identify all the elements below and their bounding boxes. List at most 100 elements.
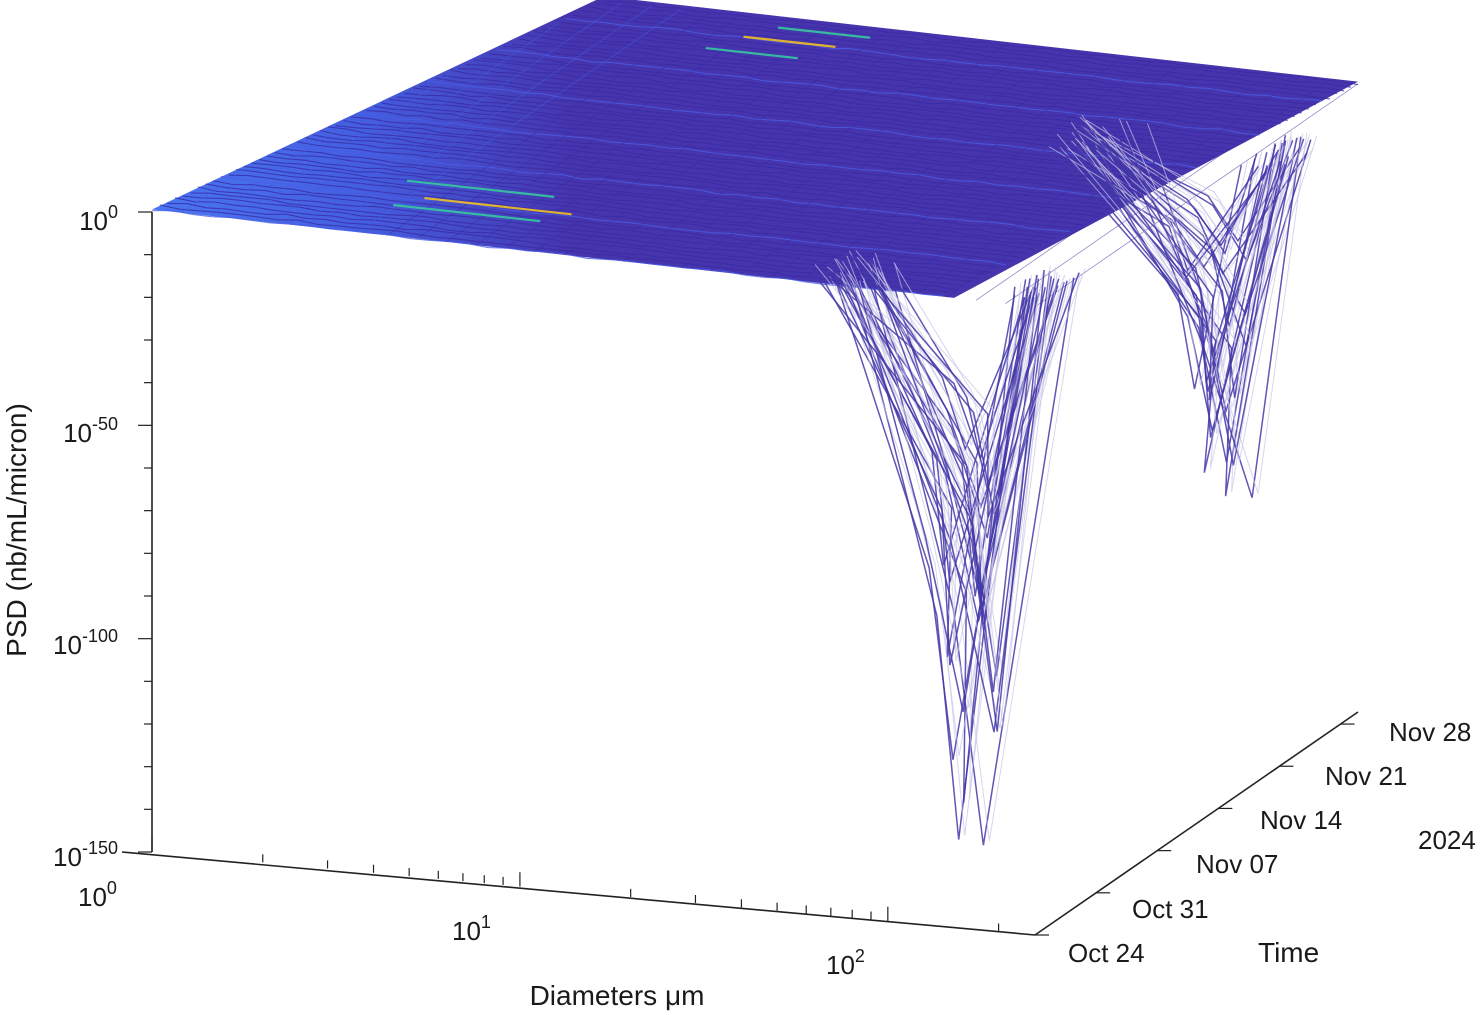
surface-mesh-row (190, 192, 979, 280)
trough-facet (839, 272, 1038, 662)
surface-mesh-row (565, 18, 1323, 102)
trough-facet (877, 271, 1040, 447)
surface-mesh-row (274, 151, 1056, 239)
surface-mesh-col (240, 73, 451, 220)
surface-mesh-col (1005, 80, 1329, 304)
surface-mesh-row (481, 57, 1246, 143)
time-axis-line (1034, 711, 1359, 936)
trough-line (850, 260, 1038, 515)
time-tick-label: Nov 14 (1260, 805, 1342, 835)
surface-mesh-row (289, 144, 1070, 233)
surface-mesh-col (563, 31, 888, 256)
surface-mesh-row (519, 38, 1281, 125)
surface-mesh-row (603, 1, 1359, 86)
axes-frame (121, 212, 1359, 936)
hot-streak (705, 46, 798, 60)
surface-mesh-row (496, 49, 1260, 136)
surface-mesh-row (534, 31, 1295, 118)
surface-mesh-col (710, 47, 1035, 272)
trough-line (1112, 122, 1302, 498)
surface-mesh-row (259, 159, 1042, 246)
surface-mesh-row (312, 134, 1091, 222)
trough-facet (1081, 141, 1287, 379)
surface-mesh-row (381, 102, 1155, 189)
surface-mesh-col (740, 50, 1064, 275)
surface-mesh-col (887, 67, 1212, 291)
surface-mesh-row (320, 130, 1098, 217)
trough-facet (881, 271, 1034, 621)
x-axis-ticks (151, 837, 1000, 932)
z-tick-label: 10-150 (53, 838, 118, 872)
trough-line (1065, 135, 1278, 473)
time-tick-label: Nov 07 (1196, 849, 1278, 879)
trough-facet (872, 257, 1081, 842)
trough-facet (855, 250, 1086, 514)
surface-mesh-row (213, 180, 1000, 268)
surface-mesh-row (243, 165, 1028, 254)
surface-mesh-col (622, 38, 947, 262)
surface-mesh-row (550, 25, 1309, 110)
z-tick-label: 10-50 (63, 414, 118, 448)
surface-mesh-col (475, 21, 800, 246)
trough-facet (1107, 136, 1274, 397)
trough-facet (829, 275, 1022, 654)
z-tick-label: 100 (79, 202, 118, 236)
trough-facet (834, 258, 1045, 689)
trough-line (1089, 153, 1259, 273)
z-axis-label: PSD (nb/mL/micron) (1, 403, 32, 657)
surface-mesh-row (220, 175, 1007, 266)
time-tick-label: Nov 21 (1325, 761, 1407, 791)
trough-line (1140, 127, 1312, 415)
surface-mesh-row (419, 85, 1190, 170)
surface-mesh-row (159, 204, 951, 293)
surface-mesh-row (450, 69, 1218, 157)
hot-streak (777, 26, 871, 39)
trough-line (808, 267, 1046, 594)
surface-mesh-col (298, 2, 623, 227)
surface-mesh-row (304, 136, 1084, 226)
trough-line (856, 281, 1032, 712)
surface-mesh-row (488, 53, 1253, 138)
surface-mesh-row (358, 113, 1133, 201)
surface-mesh-col (357, 8, 682, 233)
trough-facet (1094, 131, 1286, 242)
trough-facet (1119, 118, 1308, 494)
time-axis-year: 2024 (1418, 825, 1476, 855)
surface-mesh-row (465, 63, 1232, 150)
surface-mesh-row (282, 148, 1063, 236)
time-tick-label: Oct 31 (1132, 894, 1209, 924)
surface-mesh-col (328, 5, 652, 230)
surface-mesh-col (858, 63, 1182, 288)
surface-mesh-row (328, 126, 1105, 215)
psd-deep-troughs (808, 114, 1318, 846)
x-tick-label: 101 (452, 912, 491, 946)
surface-mesh-col (681, 44, 1006, 269)
time-tick-label: Nov 28 (1389, 717, 1471, 747)
trough-line (1096, 129, 1276, 398)
trough-facet (1125, 120, 1304, 462)
surface-mesh-col (799, 57, 1123, 282)
x-axis-line (121, 851, 1036, 936)
trough-line (1087, 135, 1280, 247)
surface-mesh-row (151, 209, 944, 297)
x-tick-label: 102 (826, 946, 865, 980)
surface-mesh-row (580, 9, 1337, 95)
surface-mesh-row (412, 87, 1183, 175)
hot-streak (392, 203, 541, 223)
surface-mesh-col (652, 41, 976, 265)
trough-facet (814, 264, 1052, 590)
trough-line (887, 267, 1068, 610)
surface-mesh-row (542, 28, 1302, 114)
surface-mesh-col (416, 15, 741, 239)
surface-mesh-col (917, 70, 1241, 295)
surface-mesh-row (366, 109, 1141, 196)
hot-streak (743, 35, 836, 48)
trough-facet (841, 278, 1041, 756)
trough-line (1101, 140, 1268, 401)
time-axis-label: Time (1258, 937, 1319, 968)
surface-mesh-col (181, 167, 247, 214)
trough-facet (1096, 149, 1265, 268)
surface-mesh-row (297, 141, 1077, 229)
trough-line (820, 270, 1037, 461)
